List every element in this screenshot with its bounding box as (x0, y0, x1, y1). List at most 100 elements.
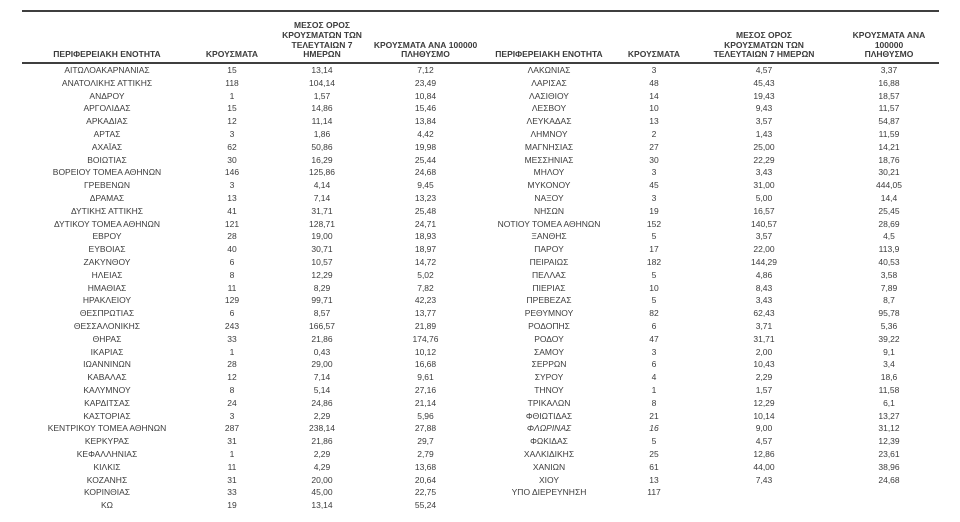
per100k-cell: 24,68 (878, 474, 900, 485)
avg7-cell: 1,86 (313, 129, 331, 140)
per100k-cell: 7,89 (880, 282, 898, 293)
per100k-cell: 42,23 (414, 295, 437, 306)
per100k-cell: 444,05 (876, 180, 902, 191)
cases-cell: 11 (227, 282, 237, 293)
cases-cell: 5 (651, 269, 657, 280)
avg7-cell: 31,71 (753, 333, 775, 344)
avg7-cell: 16,29 (311, 154, 333, 165)
header-row: ΠΕΡΙΦΕΡΕΙΑΚΗ ΕΝΟΤΗΤΑ ΚΡΟΥΣΜΑΤΑ ΜΕΣΟΣ ΟΡΟ… (22, 9, 939, 65)
cases-cell: 8 (229, 384, 235, 395)
per100k-cell: 16,88 (878, 77, 900, 88)
region-cell: ΜΕΣΣΗΝΙΑΣ (524, 154, 574, 165)
per100k-cell: 12,39 (878, 436, 900, 447)
avg7-cell: 19,43 (753, 90, 775, 101)
table-row: ΚΑΡΔΙΤΣΑΣ 24 24,86 21,14 ΤΡΙΚΑΛΩΝ 8 12,29 6,1 (22, 397, 939, 410)
avg7-cell: 13,14 (311, 65, 333, 76)
per100k-cell: 39,22 (878, 333, 900, 344)
table-row: ΘΕΣΠΡΩΤΙΑΣ 6 8,57 13,77 ΡΕΘΥΜΝΟΥ 82 62,43 95,78 (22, 307, 939, 320)
region-cell: ΑΡΚΑΔΙΑΣ (86, 116, 128, 127)
region-cell: ΝΑΞΟΥ (534, 193, 564, 204)
region-cell: ΚΟΡΙΝΘΙΑΣ (83, 487, 131, 498)
avg7-cell: 11,14 (311, 116, 333, 127)
avg7-cell: 1,43 (755, 129, 773, 140)
per100k-cell: 8,7 (883, 295, 895, 306)
avg7-cell: 1,57 (755, 384, 773, 395)
region-cell: ΠΡΕΒΕΖΑΣ (526, 295, 572, 306)
per100k-cell: 55,24 (414, 500, 437, 511)
table-row: ΒΟΡΕΙΟΥ ΤΟΜΕΑ ΑΘΗΝΩΝ 146 125,86 24,68 ΜΗΛΟΥ 3… (22, 166, 939, 179)
region-cell: ΚΙΛΚΙΣ (93, 461, 121, 472)
per100k-cell: 3,37 (880, 65, 898, 76)
cases-cell: 82 (649, 308, 659, 319)
cases-cell: 10 (649, 282, 659, 293)
table-row: ΑΡΓΟΛΙΔΑΣ 15 14,86 15,46 ΛΕΣΒΟΥ 10 9,43 11,57 (22, 102, 939, 115)
cases-cell: 1 (229, 448, 235, 459)
region-cell: ΣΑΜΟΥ (533, 346, 564, 357)
cases-cell: 19 (649, 205, 659, 216)
region-cell: ΔΥΤΙΚΗΣ ΑΤΤΙΚΗΣ (70, 205, 144, 216)
region-cell: ΛΕΣΒΟΥ (531, 103, 567, 114)
table-row: ΑΝΔΡΟΥ 1 1,57 10,84 ΛΑΣΙΘΙΟΥ 14 19,43 18,57 (22, 90, 939, 103)
per100k-cell: 13,23 (414, 193, 437, 204)
cases-cell: 33 (227, 487, 237, 498)
avg7-cell: 31,71 (311, 205, 333, 216)
table-row: ΚΟΖΑΝΗΣ 31 20,00 20,64 ΧΙΟΥ 13 7,43 24,68 (22, 474, 939, 487)
region-cell: ΡΟΔΟΠΗΣ (528, 321, 570, 331)
cases-cell: 31 (227, 474, 237, 485)
cases-cell: 3 (651, 346, 657, 357)
region-cell: ΔΡΑΜΑΣ (89, 193, 125, 204)
table-row: ΔΥΤΙΚΗΣ ΑΤΤΙΚΗΣ 41 31,71 25,48 ΝΗΣΩΝ 19 16,57 2… (22, 205, 939, 218)
avg7-cell: 5,00 (755, 193, 773, 204)
table-row: ΚΑΛΥΜΝΟΥ 8 5,14 27,16 ΤΗΝΟΥ 1 1,57 11,58 (22, 384, 939, 397)
per100k-cell: 2,79 (417, 448, 434, 459)
per100k-cell: 174,76 (412, 333, 439, 344)
region-cell: ΒΟΡΕΙΟΥ ΤΟΜΕΑ ΑΘΗΝΩΝ (52, 167, 162, 178)
avg7-cell: 12,86 (753, 448, 775, 459)
avg7-cell: 144,29 (751, 257, 777, 268)
per100k-cell: 5,02 (417, 269, 434, 280)
per100k-cell: 40,53 (878, 257, 900, 268)
region-cell: ΧΑΛΚΙΔΙΚΗΣ (523, 448, 575, 459)
per100k-cell: 7,82 (417, 282, 434, 293)
per100k-cell: 9,45 (417, 180, 434, 191)
table-row: ΘΗΡΑΣ 33 21,86 174,76 ΡΟΔΟΥ 47 31,71 39,22 (22, 333, 939, 346)
region-cell: ΠΕΙΡΑΙΩΣ (529, 257, 569, 268)
cases-cell: 287 (224, 423, 240, 434)
cases-cell: 5 (651, 295, 657, 306)
region-cell: ΘΕΣΣΑΛΟΝΙΚΗΣ (73, 321, 141, 331)
table-row: ΙΩΑΝΝΙΝΩΝ 28 29,00 16,68 ΣΕΡΡΩΝ 6 10,43 3,4 (22, 358, 939, 371)
avg7-cell: 2,00 (755, 346, 773, 357)
table-row: ΚΑΒΑΛΑΣ 12 7,14 9,61 ΣΥΡΟΥ 4 2,29 18,6 (22, 371, 939, 384)
table-row: ΗΜΑΘΙΑΣ 11 8,29 7,82 ΠΙΕΡΙΑΣ 10 8,43 7,89 (22, 282, 939, 295)
avg7-cell: 50,86 (311, 141, 333, 152)
region-cell: ΑΡΤΑΣ (93, 129, 121, 140)
per100k-cell: 113,9 (878, 244, 900, 255)
region-cell: ΠΙΕΡΙΑΣ (532, 282, 566, 293)
region-cell: ΤΡΙΚΑΛΩΝ (527, 397, 571, 408)
per100k-cell: 18,6 (880, 372, 898, 383)
avg7-cell: 125,86 (309, 167, 335, 178)
per100k-cell: 21,14 (414, 397, 437, 408)
regional-cases-table: ΠΕΡΙΦΕΡΕΙΑΚΗ ΕΝΟΤΗΤΑ ΚΡΟΥΣΜΑΤΑ ΜΕΣΟΣ ΟΡΟ… (22, 9, 939, 512)
cases-cell: 33 (227, 333, 237, 344)
avg7-cell: 14,86 (311, 103, 333, 114)
cases-cell: 3 (651, 193, 657, 204)
region-cell: ΗΛΕΙΑΣ (91, 269, 123, 280)
region-cell: ΛΑΣΙΘΙΟΥ (529, 90, 569, 101)
cases-cell: 2 (651, 129, 657, 140)
region-cell: ΚΑΣΤΟΡΙΑΣ (83, 410, 131, 421)
per100k-cell: 18,57 (878, 90, 900, 101)
per100k-cell: 13,84 (414, 116, 437, 127)
avg7-cell: 4,86 (755, 269, 773, 280)
cases-cell: 3 (651, 167, 657, 178)
region-cell: ΑΙΤΩΛΟΑΚΑΡΝΑΝΙΑΣ (64, 65, 150, 76)
table-row: ΕΒΡΟΥ 28 19,00 18,93 ΞΑΝΘΗΣ 5 3,57 4,5 (22, 230, 939, 243)
per100k-cell: 18,76 (878, 154, 900, 165)
region-cell: ΚΩ (100, 500, 114, 511)
per100k-cell: 54,87 (878, 116, 900, 127)
cases-cell: 6 (229, 308, 235, 319)
cases-cell: 30 (649, 154, 659, 165)
per100k-cell: 3,4 (883, 359, 895, 370)
avg7-cell: 104,14 (309, 77, 335, 88)
avg7-cell: 62,43 (753, 308, 775, 319)
